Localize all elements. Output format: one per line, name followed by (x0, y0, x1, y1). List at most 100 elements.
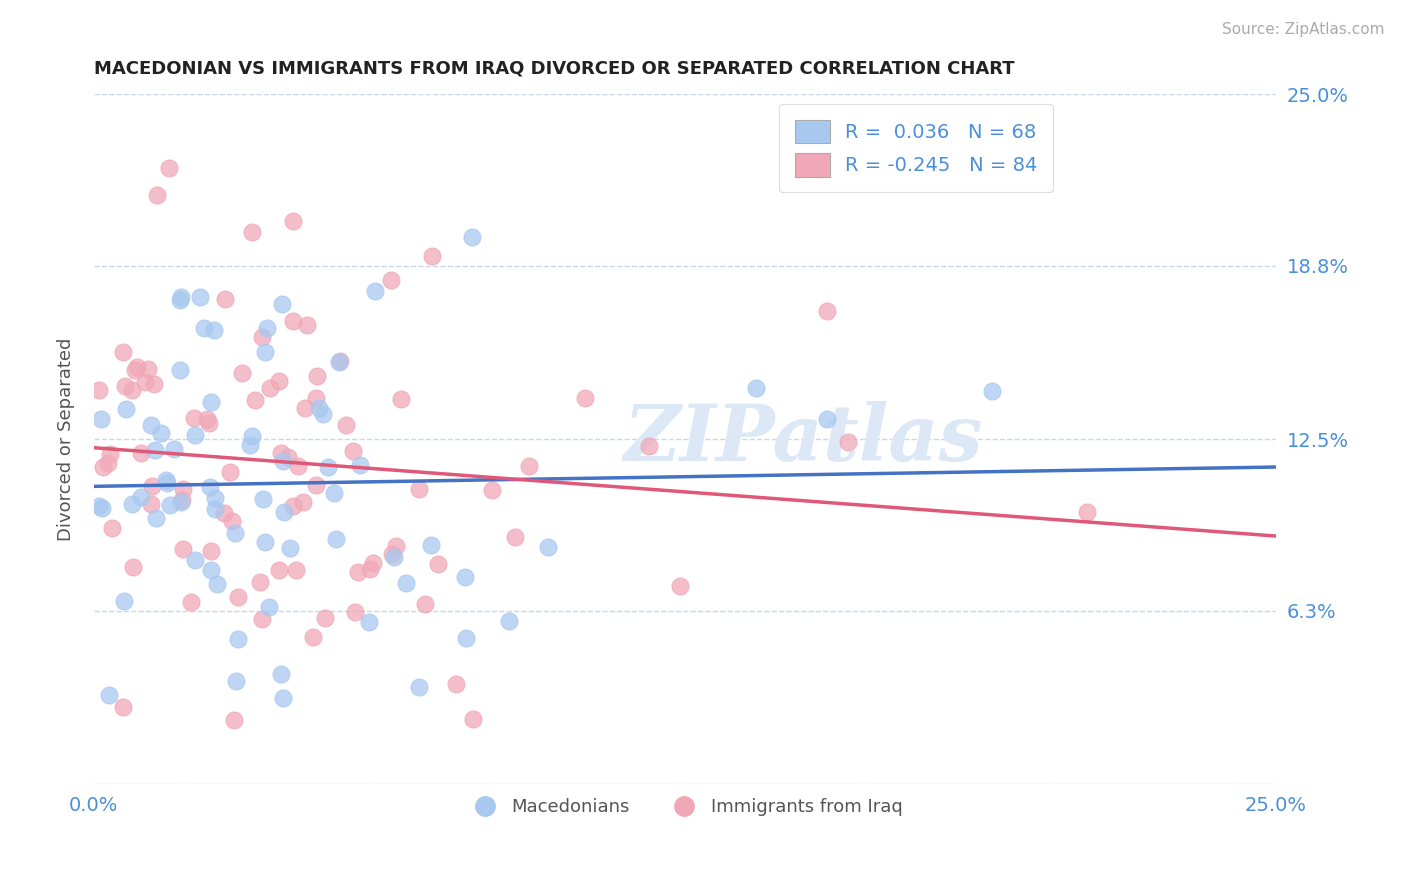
Point (202, 323, 225, 337)
Point (212, 506, 235, 520)
Point (139, 497, 162, 511)
Point (335, 418, 357, 433)
Point (408, 482, 430, 496)
Point (204, 502, 226, 516)
Point (145, 510, 167, 524)
Point (277, 450, 299, 465)
Point (121, 383, 143, 397)
Point (146, 188, 169, 202)
Text: ZIPatlas: ZIPatlas (623, 401, 983, 478)
Point (93, 459, 115, 474)
Point (87, 500, 110, 514)
Point (281, 314, 304, 328)
Point (172, 541, 194, 556)
Point (98, 447, 121, 461)
Point (240, 225, 263, 239)
Point (231, 367, 253, 381)
Point (250, 330, 273, 344)
Point (419, 538, 441, 552)
Point (981, 384, 1004, 398)
Point (112, 594, 135, 608)
Legend: Macedonians, Immigrants from Iraq: Macedonians, Immigrants from Iraq (460, 791, 910, 823)
Point (323, 486, 346, 500)
Point (380, 273, 402, 287)
Point (461, 229, 484, 244)
Point (291, 495, 314, 509)
Text: MACEDONIAN VS IMMIGRANTS FROM IRAQ DIVORCED OR SEPARATED CORRELATION CHART: MACEDONIAN VS IMMIGRANTS FROM IRAQ DIVOR… (94, 60, 1015, 78)
Point (305, 368, 328, 383)
Point (342, 443, 364, 458)
Point (172, 482, 194, 496)
Point (115, 401, 138, 416)
Point (97, 689, 120, 703)
Point (391, 392, 413, 407)
Point (364, 284, 387, 298)
Point (257, 600, 280, 615)
Point (184, 428, 207, 442)
Point (224, 525, 246, 540)
Point (385, 540, 408, 554)
Point (287, 458, 309, 473)
Point (270, 446, 292, 460)
Point (195, 412, 218, 426)
Point (91, 501, 114, 516)
Point (381, 547, 404, 561)
Point (278, 541, 301, 555)
Point (271, 691, 294, 706)
Point (312, 407, 335, 421)
Point (463, 712, 485, 726)
Point (170, 493, 193, 508)
Point (395, 576, 418, 591)
Point (427, 558, 450, 572)
Point (156, 475, 179, 490)
Point (420, 249, 443, 263)
Point (136, 362, 159, 376)
Point (155, 473, 177, 487)
Point (214, 292, 236, 306)
Point (328, 354, 350, 368)
Point (224, 714, 246, 728)
Point (837, 434, 859, 449)
Point (170, 290, 193, 304)
Point (281, 499, 304, 513)
Point (446, 676, 468, 690)
Point (134, 375, 156, 389)
Point (218, 465, 240, 479)
Point (329, 353, 352, 368)
Point (359, 562, 381, 576)
Point (815, 304, 838, 318)
Point (204, 491, 226, 505)
Point (111, 345, 134, 359)
Point (163, 442, 186, 456)
Point (347, 566, 370, 580)
Point (408, 680, 430, 694)
Point (669, 579, 692, 593)
Point (281, 214, 304, 228)
Point (159, 498, 181, 512)
Point (270, 666, 292, 681)
Point (349, 458, 371, 472)
Point (114, 379, 136, 393)
Point (183, 410, 205, 425)
Point (517, 458, 540, 473)
Point (221, 514, 243, 528)
Point (253, 345, 276, 359)
Point (361, 556, 384, 570)
Point (271, 296, 294, 310)
Point (537, 540, 560, 554)
Point (359, 615, 381, 629)
Point (239, 438, 262, 452)
Point (197, 417, 219, 431)
Point (141, 417, 163, 432)
Point (121, 497, 143, 511)
Point (305, 478, 328, 492)
Point (267, 374, 290, 388)
Point (316, 460, 339, 475)
Point (124, 363, 146, 377)
Point (226, 632, 249, 647)
Point (188, 290, 211, 304)
Point (207, 577, 229, 591)
Point (149, 426, 172, 441)
Point (1076, 505, 1098, 519)
Point (454, 631, 477, 645)
